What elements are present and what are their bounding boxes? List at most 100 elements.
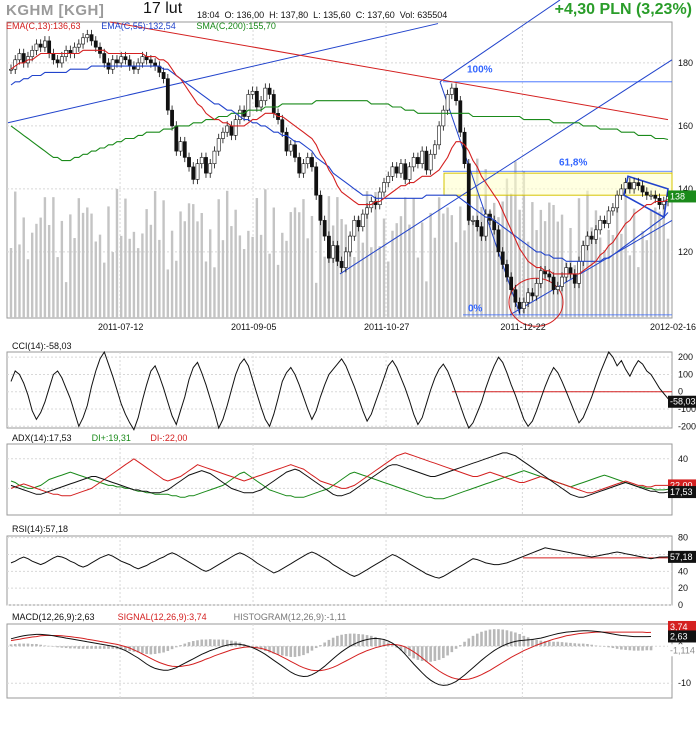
macd-histogram-bar <box>111 646 115 649</box>
macd-histogram-bar <box>170 646 174 650</box>
price-bar <box>534 283 539 297</box>
price-bar <box>161 72 166 79</box>
bottom-circle <box>508 277 564 327</box>
volume-bar <box>658 211 661 318</box>
macd-histogram-bar <box>251 646 254 647</box>
price-bar <box>471 220 475 222</box>
volume-bar <box>264 189 267 318</box>
macd-histogram-bar <box>564 642 568 647</box>
volume-bar <box>493 202 496 318</box>
volume-bar <box>463 230 466 318</box>
price-bar <box>594 229 598 240</box>
price-bar <box>420 150 425 165</box>
volume-bar <box>314 282 318 318</box>
volume-bar <box>353 257 356 318</box>
price-bar <box>187 157 191 168</box>
macd-histogram-bar <box>484 630 488 647</box>
macd-histogram-bar <box>272 646 276 654</box>
macd-histogram-bar <box>429 646 432 662</box>
price-bar <box>564 267 569 278</box>
macd-last-value: 2,63 <box>670 631 688 641</box>
macd-histogram-bar <box>357 633 360 647</box>
price-bar <box>424 150 429 171</box>
macd-histogram-bar <box>437 646 441 660</box>
price-bar <box>653 194 658 199</box>
macd-histogram-bar <box>98 646 102 649</box>
price-bar <box>640 185 645 193</box>
macd-histogram-bar <box>18 643 21 647</box>
price-bar <box>123 56 128 61</box>
macd-histogram-bar <box>187 642 191 647</box>
macd-histogram-bar <box>162 646 165 653</box>
volume-bar <box>43 197 47 318</box>
volume-bar <box>552 204 555 318</box>
volume-bar <box>535 230 538 318</box>
volume-bar <box>539 209 543 318</box>
trend-line-upper <box>7 23 439 124</box>
volume-bar <box>412 198 415 318</box>
volume-bar <box>221 240 225 318</box>
price-bar <box>483 213 488 237</box>
macd-histogram-bar <box>264 646 267 652</box>
x-tick-2011-09-05: 2011-09-05 <box>231 322 276 332</box>
macd-histogram-bar <box>107 646 110 649</box>
volume-bar <box>370 247 373 318</box>
macd-histogram-bar <box>22 643 26 647</box>
macd-histogram-bar <box>348 633 352 647</box>
last-price-label: 138 <box>670 191 685 201</box>
volume-bar <box>14 191 17 318</box>
price-bar <box>297 157 302 174</box>
macd-histogram-bar <box>175 646 178 648</box>
macd-histogram <box>9 629 653 662</box>
price-bar <box>148 59 153 64</box>
macd-legend-signal: SIGNAL(12,26,9):3,74 <box>118 612 207 622</box>
volume-bar <box>47 224 51 318</box>
macd-panel-frame <box>6 623 673 699</box>
x-tick-2011-10-27: 2011-10-27 <box>364 322 409 332</box>
price-bar <box>610 207 615 212</box>
macd-histogram-bar <box>586 643 589 647</box>
volume-bar <box>454 242 458 318</box>
price-bar <box>182 141 187 158</box>
price-bar <box>386 175 391 183</box>
volume-bar <box>52 197 55 318</box>
macd-histogram-bar <box>217 639 220 647</box>
di-minus-line <box>10 452 668 497</box>
volume-bar <box>649 210 653 318</box>
price-bar <box>454 87 458 102</box>
price-bar <box>335 245 340 262</box>
macd-histogram-bar <box>13 643 17 647</box>
volume-bar <box>582 240 585 318</box>
channel-line-mid <box>339 59 673 275</box>
price-bar <box>89 34 94 42</box>
price-bar <box>38 43 43 48</box>
price-bar <box>615 194 620 209</box>
rsi-last-value-box <box>668 550 696 563</box>
macd-histogram-bar <box>47 645 51 647</box>
macd-histogram-bar <box>77 646 81 649</box>
macd-histogram-bar <box>615 646 619 649</box>
macd-histogram-bar <box>408 646 411 657</box>
volume-bar <box>361 242 365 318</box>
macd-y-tick: -10 <box>678 678 691 688</box>
macd-histogram-bar <box>425 646 428 662</box>
price-bar <box>225 125 230 133</box>
macd-histogram-bar <box>183 643 187 647</box>
ema55-line <box>10 65 669 262</box>
macd-histogram-bar <box>442 646 445 659</box>
price-bar <box>43 40 47 48</box>
volume-bar <box>98 234 102 318</box>
price-bar <box>305 157 310 165</box>
macd-histogram-bar <box>221 639 225 647</box>
volume-bar <box>488 210 492 318</box>
macd-histogram-bar <box>302 646 305 656</box>
price-bar <box>331 245 336 259</box>
cci-y-tick: -100 <box>678 404 696 414</box>
volume-bar <box>9 248 13 318</box>
volume-bar <box>111 252 114 318</box>
macd-histogram-bar <box>459 645 462 647</box>
volume-bar <box>497 217 500 318</box>
volume-bar <box>234 209 237 318</box>
macd-histogram-bar <box>344 633 348 647</box>
price-bar <box>34 43 39 51</box>
